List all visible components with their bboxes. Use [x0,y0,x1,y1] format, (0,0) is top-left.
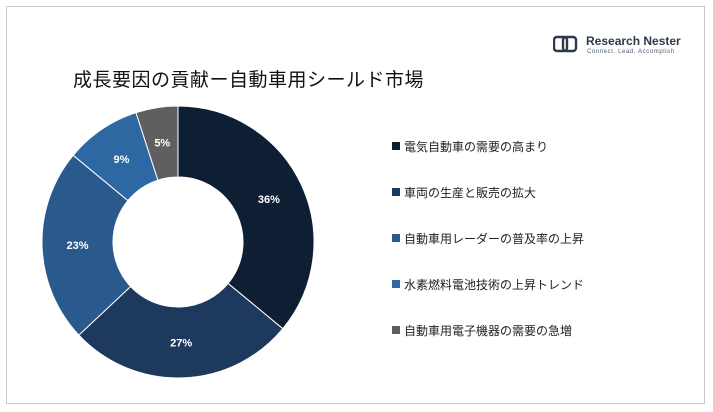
legend-swatch [392,142,400,150]
legend-label: 電気自動車の需要の高まり [404,139,549,154]
chart-title: 成長要因の貢献ー自動車用シールド市場 [73,69,425,91]
legend-swatch [392,280,400,288]
legend-label: 自動車用電子機器の需要の急増 [404,323,573,338]
legend-item: 電気自動車の需要の高まり [392,139,549,154]
slice-data-label: 27% [170,337,192,349]
legend-label: 水素燃料電池技術の上昇トレンド [404,277,585,292]
donut-slice [78,282,284,379]
legend-item: 自動車用電子機器の需要の急増 [392,323,573,338]
legend-label: 自動車用レーダーの普及率の上昇 [404,231,585,246]
slice-data-label: 36% [258,194,280,206]
research-nester-logo-icon [553,35,578,53]
legend-label: 車両の生産と販売の拡大 [404,185,537,200]
legend-item: 自動車用レーダーの普及率の上昇 [392,231,585,246]
legend-swatch [392,188,400,196]
slice-data-label: 5% [154,138,170,150]
brand-tagline: Connect. Lead. Accomplish [587,49,675,55]
legend-swatch [392,234,400,242]
donut-slice [41,154,132,336]
slice-data-label: 9% [114,154,130,166]
slice-data-label: 23% [67,240,89,252]
legend-item: 車両の生産と販売の拡大 [392,185,537,200]
legend-item: 水素燃料電池技術の上昇トレンド [392,277,585,292]
legend-swatch [392,326,400,334]
brand-name: Research Nester [586,34,681,48]
donut-slice [177,105,315,330]
donut-slice [135,105,179,181]
